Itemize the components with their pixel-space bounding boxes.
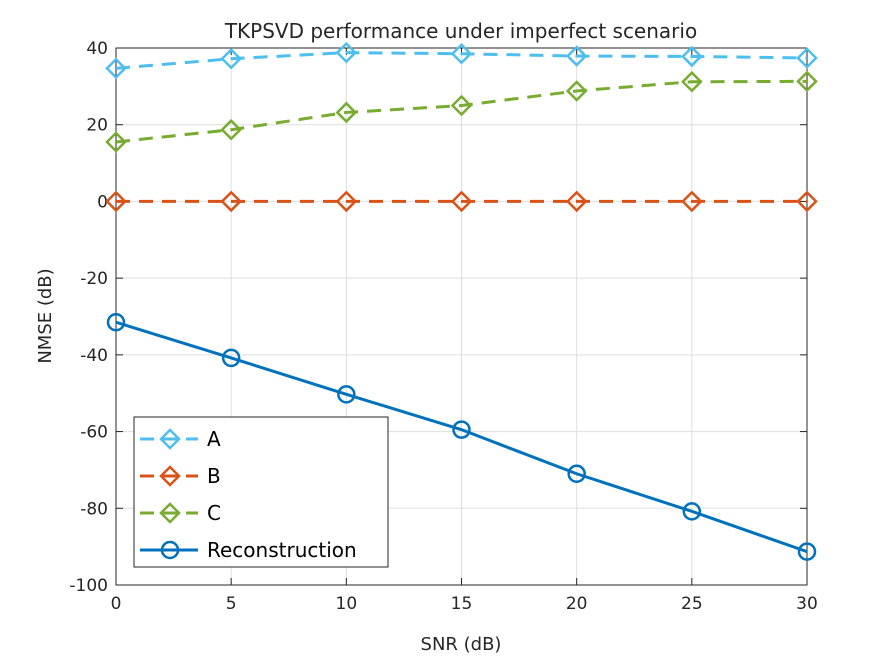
- y-tick-label: 20: [86, 116, 108, 136]
- x-tick-label: 25: [681, 594, 703, 614]
- series-b: [105, 190, 818, 213]
- data-point-b: [565, 190, 588, 213]
- x-tick-label: 5: [226, 594, 237, 614]
- legend-label-c: C: [207, 501, 221, 525]
- series-line-c: [115, 79, 808, 144]
- data-point-c: [565, 80, 588, 102]
- y-tick-label: -20: [80, 269, 108, 289]
- data-point-a: [450, 42, 473, 65]
- data-point-c: [450, 94, 473, 117]
- data-point-reconstruction: [567, 464, 586, 484]
- series-reconstruction: [106, 313, 817, 561]
- y-tick-label: 40: [86, 39, 108, 59]
- data-point-reconstruction: [797, 542, 817, 561]
- legend-label-reconstruction: Reconstruction: [207, 538, 357, 562]
- legend-item-a: A: [140, 427, 221, 451]
- data-point-reconstruction: [106, 313, 126, 332]
- legend-marker-b: [159, 465, 181, 487]
- y-tick-label: -80: [80, 499, 108, 519]
- series-a: [105, 41, 818, 80]
- data-point-reconstruction: [682, 502, 702, 521]
- legend-marker-reconstruction: [160, 540, 180, 560]
- y-tick-label: -60: [80, 423, 108, 443]
- x-tick-label: 20: [566, 594, 588, 614]
- y-tick-label: -40: [80, 346, 108, 366]
- data-point-reconstruction: [452, 420, 471, 439]
- legend-label-b: B: [207, 464, 221, 488]
- legend-item-c: C: [140, 501, 221, 525]
- data-point-b: [220, 190, 242, 213]
- legend-marker-c: [159, 502, 181, 524]
- series-line-a: [115, 51, 808, 70]
- data-point-a: [681, 45, 703, 68]
- data-point-b: [450, 190, 473, 213]
- legend-label-a: A: [207, 427, 221, 451]
- data-point-a: [565, 45, 588, 67]
- series-c: [105, 70, 818, 153]
- y-tick-label: 0: [97, 192, 108, 212]
- x-tick-label: 15: [451, 594, 473, 614]
- data-point-a: [220, 47, 242, 70]
- data-point-c: [220, 118, 242, 141]
- data-point-c: [796, 70, 818, 93]
- legend-marker-a: [159, 428, 181, 450]
- data-point-a: [796, 47, 818, 69]
- series-line-reconstruction: [115, 320, 808, 554]
- x-axis-label: SNR (dB): [421, 634, 502, 655]
- series-layer: [105, 41, 818, 561]
- data-point-b: [105, 190, 127, 213]
- y-tick-label: -100: [69, 576, 108, 596]
- data-point-reconstruction: [337, 385, 356, 404]
- x-tick-label: 10: [336, 594, 358, 614]
- data-point-c: [335, 101, 358, 124]
- data-point-c: [681, 70, 703, 93]
- x-tick-label: 0: [111, 594, 122, 614]
- legend-item-b: B: [140, 464, 221, 488]
- legend: ABC Reconstruction: [133, 416, 389, 568]
- data-point-reconstruction: [221, 348, 241, 368]
- data-point-a: [105, 57, 127, 80]
- legend-item-reconstruction: Reconstruction: [140, 538, 357, 562]
- data-point-a: [335, 41, 358, 64]
- data-point-b: [796, 190, 818, 213]
- data-point-b: [681, 190, 703, 213]
- chart-title: TKPSVD performance under imperfect scena…: [224, 19, 697, 43]
- data-point-b: [335, 190, 358, 213]
- y-axis-label: NMSE (dB): [35, 268, 56, 363]
- x-tick-label: 30: [796, 594, 818, 614]
- data-point-c: [105, 131, 127, 153]
